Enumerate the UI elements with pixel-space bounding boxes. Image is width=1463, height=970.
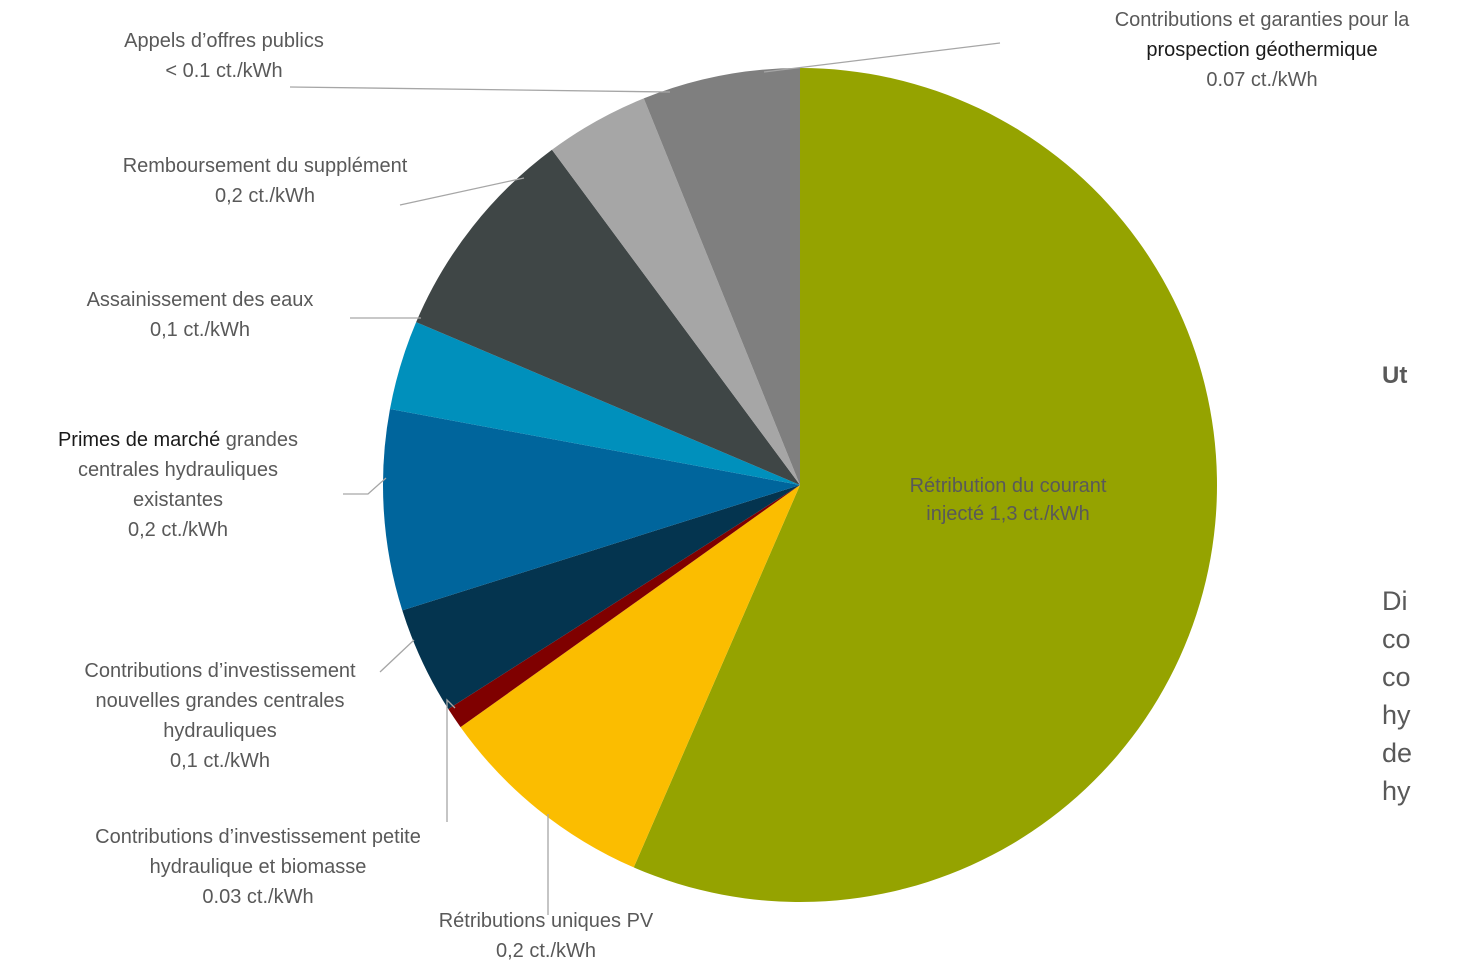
pie-labels: Rétribution du courant injecté 1,3 ct./kW… bbox=[58, 9, 1410, 962]
side-panel-body: Di co co hy de hy bbox=[1382, 582, 1412, 810]
leader-line-geo bbox=[763, 42, 1001, 73]
leader-line-petite bbox=[446, 698, 456, 822]
data-label-line: Rétribution du courant bbox=[910, 475, 1107, 497]
pie-slice-geo bbox=[643, 68, 800, 485]
data-label-line: existantes bbox=[133, 489, 223, 511]
data-label-primes: Primes de marché grandes centrales hydrau… bbox=[58, 429, 298, 541]
data-label-line: 0,1 ct./kWh bbox=[170, 750, 270, 772]
data-label-line: Appels d’offres publics bbox=[124, 30, 324, 52]
leader-line-rembours bbox=[399, 177, 525, 206]
leader-line-appels bbox=[289, 86, 671, 93]
data-label-line: centrales hydrauliques bbox=[78, 459, 278, 481]
side-panel-line: Di bbox=[1382, 586, 1408, 616]
data-label-line: Primes de marché grandes bbox=[58, 429, 298, 451]
side-panel-line: de bbox=[1382, 738, 1413, 768]
side-panel-line: hy bbox=[1382, 776, 1411, 806]
side-panel-line: hy bbox=[1382, 700, 1411, 730]
pie-slice-eaux bbox=[389, 322, 800, 485]
data-label-line: 0.07 ct./kWh bbox=[1206, 69, 1317, 91]
data-label-line: 0,2 ct./kWh bbox=[215, 185, 315, 207]
data-label-nouvelles: Contributions d’investissement nouvelles … bbox=[84, 660, 356, 772]
data-label-line: hydraulique et biomasse bbox=[150, 856, 367, 878]
side-panel-line: co bbox=[1382, 624, 1411, 654]
pie-slices bbox=[382, 68, 1217, 902]
pie-slice-rembours bbox=[416, 149, 800, 485]
pie-slice-nouvelles bbox=[402, 485, 800, 710]
pie-slice-primes bbox=[382, 409, 800, 611]
data-label-line: Contributions et garanties pour la bbox=[1115, 9, 1410, 31]
data-label-line: hydrauliques bbox=[163, 720, 276, 742]
data-label-line: injecté 1,3 ct./kWh bbox=[926, 503, 1089, 525]
data-label-line: Contributions d’investissement petite bbox=[95, 826, 421, 848]
data-label-geo: Contributions et garanties pour la prospe… bbox=[1115, 9, 1410, 91]
data-label-petite: Contributions d’investissement petite hyd… bbox=[95, 826, 421, 908]
pie-slice-petite bbox=[448, 485, 800, 728]
data-label-line: 0,2 ct./kWh bbox=[496, 940, 596, 962]
data-label-line: Assainissement des eaux bbox=[87, 289, 314, 311]
pie-slice-pv bbox=[460, 485, 800, 868]
data-label-line: 0,1 ct./kWh bbox=[150, 319, 250, 341]
leader-line-nouvelles bbox=[379, 639, 415, 673]
pie-slice-appels bbox=[551, 98, 800, 486]
side-panel-line: co bbox=[1382, 662, 1411, 692]
side-panel-heading: Ut bbox=[1382, 362, 1408, 389]
data-label-pv: Rétributions uniques PV 0,2 ct./kWh bbox=[439, 910, 654, 962]
data-label-appels: Appels d’offres publics < 0.1 ct./kWh bbox=[124, 30, 324, 82]
data-label-line: < 0.1 ct./kWh bbox=[165, 60, 282, 82]
data-label-line: Contributions d’investissement bbox=[84, 660, 356, 682]
data-label-line: Remboursement du supplément bbox=[123, 155, 408, 177]
data-label-line: 0,2 ct./kWh bbox=[128, 519, 228, 541]
data-label-line: 0.03 ct./kWh bbox=[202, 886, 313, 908]
data-label-line: prospection géothermique bbox=[1146, 39, 1377, 61]
data-label-rembours: Remboursement du supplément 0,2 ct./kWh bbox=[123, 155, 408, 207]
data-label-eaux: Assainissement des eaux 0,1 ct./kWh bbox=[87, 289, 314, 341]
data-label-line: nouvelles grandes centrales bbox=[95, 690, 344, 712]
data-label-emphasis: Primes de marché bbox=[58, 429, 220, 451]
leader-line-primes bbox=[343, 477, 387, 495]
data-label-retribution: Rétribution du courant injecté 1,3 ct./kW… bbox=[910, 475, 1107, 525]
data-label-line: Rétributions uniques PV bbox=[439, 910, 654, 932]
pie-slice-retribution bbox=[633, 68, 1217, 902]
